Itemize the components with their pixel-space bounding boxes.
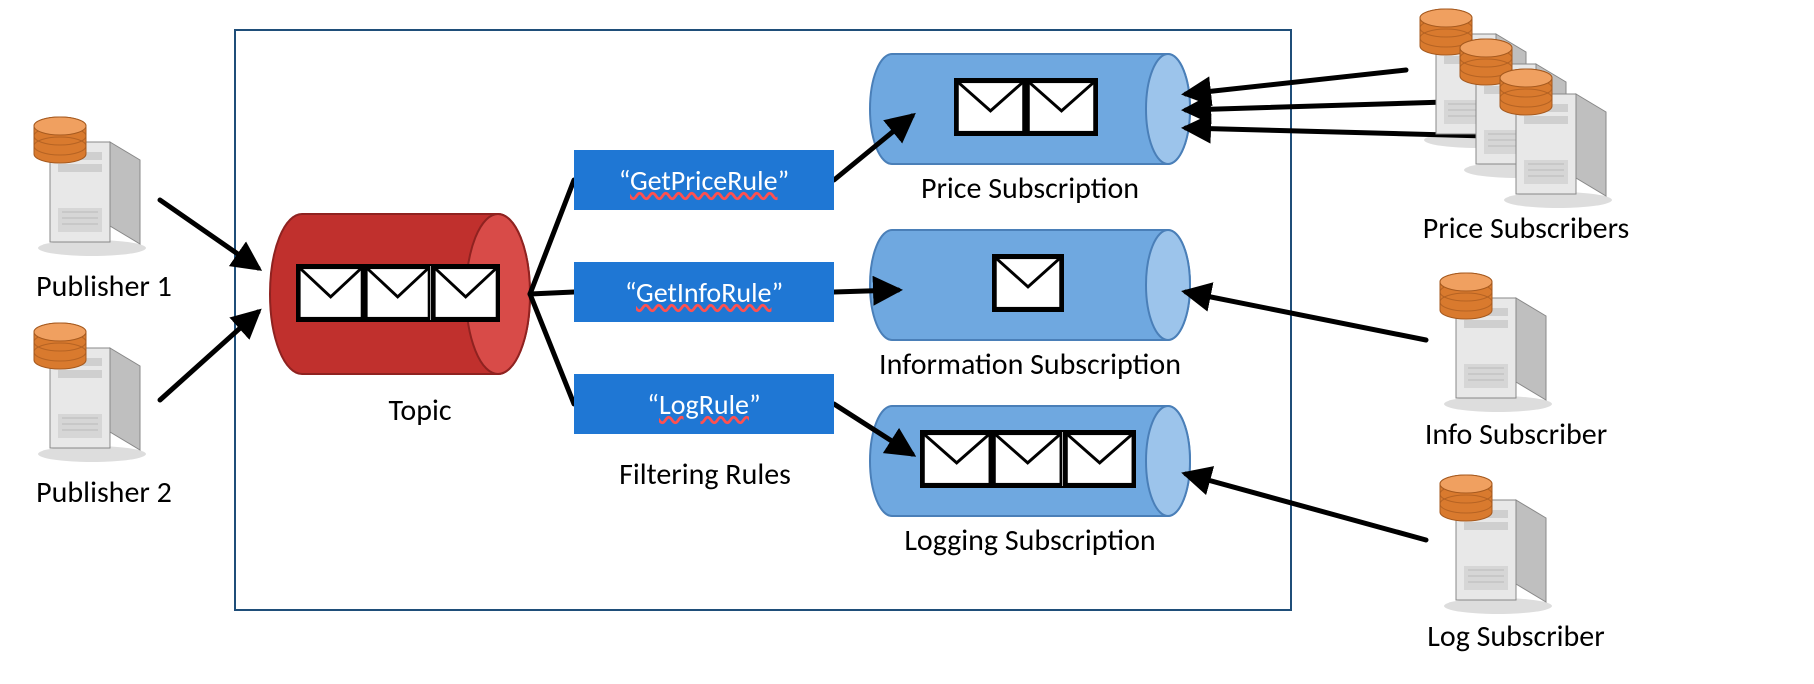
subscriber-server-0-2 [1480, 60, 1620, 210]
rule-box-1: “GetInfoRule” [574, 262, 834, 322]
arrow [530, 294, 574, 404]
subscriber-label-2: Log Subscriber [1396, 618, 1636, 655]
publisher-server-2 [14, 314, 154, 464]
topic-messages [296, 264, 500, 322]
arrow [834, 290, 898, 292]
log-subscription-label: Logging Subscription [870, 522, 1190, 559]
arrow [160, 312, 258, 400]
info-subscription-messages [992, 254, 1064, 312]
subscriber-label-0: Price Subscribers [1396, 210, 1656, 247]
envelope-icon [922, 432, 993, 486]
arrow [530, 292, 574, 294]
arrow [834, 404, 912, 454]
envelope-icon [993, 432, 1064, 486]
topic-label: Topic [370, 392, 470, 429]
envelope-icon [1065, 432, 1134, 486]
envelope-icon [433, 266, 498, 320]
info-subscription-label: Information Subscription [870, 346, 1190, 383]
publisher-server-1 [14, 108, 154, 258]
filtering-rules-label: Filtering Rules [590, 456, 820, 493]
arrow [160, 200, 258, 268]
price-subscription-label: Price Subscription [870, 170, 1190, 207]
arrow [1186, 70, 1406, 94]
rule-box-0: “GetPriceRule” [574, 150, 834, 210]
rule-box-2: “LogRule” [574, 374, 834, 434]
envelope-icon [365, 266, 432, 320]
price-subscription-messages [954, 78, 1098, 136]
envelope-icon [956, 80, 1027, 134]
arrow [1186, 474, 1426, 540]
log-subscription-messages [920, 430, 1136, 488]
publisher-label-1: Publisher 1 [14, 268, 194, 305]
subscriber-label-1: Info Subscriber [1396, 416, 1636, 453]
arrow [530, 180, 574, 294]
subscriber-server-2-0 [1420, 466, 1560, 616]
envelope-icon [994, 256, 1062, 310]
envelope-icon [298, 266, 365, 320]
publisher-label-2: Publisher 2 [14, 474, 194, 511]
arrow [1186, 292, 1426, 340]
subscriber-server-1-0 [1420, 264, 1560, 414]
envelope-icon [1027, 80, 1096, 134]
